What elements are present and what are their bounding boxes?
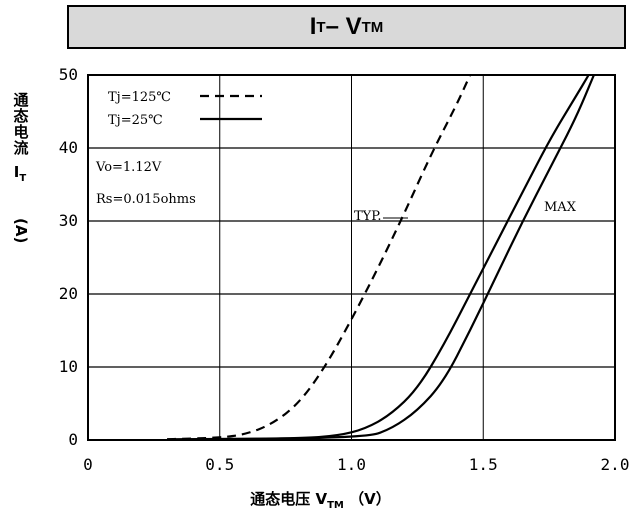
typ-label: TYP. [354,209,382,224]
x-axis-label-sub: TM [327,500,344,511]
vo-annotation: Vo=1.12V [95,160,162,175]
grid-lines [88,75,615,440]
legend: Tj=125℃ Tj=25℃ [108,90,262,128]
legend-label-125: Tj=125℃ [108,90,171,105]
x-tick-label-3: 1.5 [469,455,498,474]
y-tick-label-2: 20 [59,284,78,303]
series-line-0 [167,74,472,441]
x-tick-label-4: 2.0 [601,455,630,474]
x-tick-label-0: 0 [83,455,93,474]
x-axis-unit: （V） [349,490,391,508]
series-lines [167,74,595,441]
title-main: I [309,13,317,40]
title-dash: – V [325,13,362,40]
x-tick-label-2: 1.0 [337,455,366,474]
x-axis-label-text: 通态电压 V [250,490,328,508]
x-axis-label: 通态电压 VTM （V） [0,488,641,511]
series-line-1 [167,74,590,441]
x-tick-label-1: 0.5 [205,455,234,474]
legend-label-25: Tj=25℃ [108,113,163,128]
rs-annotation: Rs=0.015ohms [96,192,196,207]
y-tick-label-4: 40 [59,138,78,157]
y-axis-symbol: IT [13,163,27,184]
title-sub-t: T [316,18,326,36]
y-tick-label-3: 30 [59,211,78,230]
y-axis-unit: (A) [12,218,30,244]
title-sub-tm: TM [361,18,384,36]
max-label: MAX [544,200,577,215]
y-axis-label-text: 通态电流 [11,92,30,156]
tick-labels: 0 10 20 30 40 50 0 0.5 1.0 1.5 2.0 [59,65,630,474]
y-tick-label-0: 0 [68,430,78,449]
y-axis-label: 通态电流 IT [8,92,32,188]
series-line-2 [167,74,595,441]
y-tick-label-5: 50 [59,65,78,84]
y-tick-label-1: 10 [59,357,78,376]
